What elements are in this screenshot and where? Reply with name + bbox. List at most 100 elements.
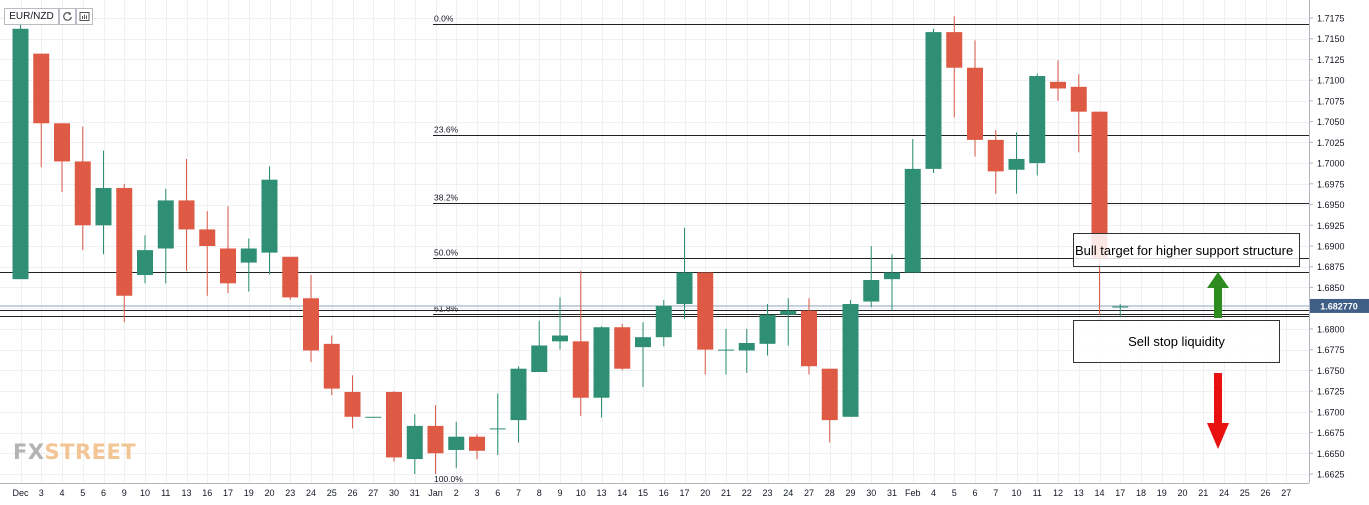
bull-target-text: Bull target for higher support structure bbox=[1075, 242, 1294, 258]
candle-body bbox=[884, 272, 900, 280]
price-tick-label: 1.6950 bbox=[1317, 200, 1345, 210]
candle-body bbox=[386, 391, 402, 458]
candle-body bbox=[489, 428, 506, 430]
time-tick-label: 6 bbox=[495, 488, 500, 498]
time-tick-label: Jan bbox=[428, 488, 443, 498]
arrow-up-shaft bbox=[1214, 287, 1222, 318]
candle-body bbox=[635, 337, 651, 348]
time-tick-label: 24 bbox=[783, 488, 793, 498]
candle-body bbox=[863, 279, 880, 302]
candle-body bbox=[593, 327, 610, 398]
candle-body bbox=[199, 229, 216, 246]
time-tick-label: 30 bbox=[389, 488, 399, 498]
time-tick-label: 19 bbox=[244, 488, 254, 498]
price-tick-label: 1.6900 bbox=[1317, 242, 1345, 252]
time-tick-label: 5 bbox=[952, 488, 957, 498]
fib-label: 38.2% bbox=[434, 193, 459, 203]
symbol-label[interactable]: EUR/NZD bbox=[4, 8, 59, 25]
refresh-icon bbox=[63, 12, 72, 21]
candle-body bbox=[572, 341, 589, 398]
time-tick-label: 4 bbox=[931, 488, 936, 498]
price-tick-label: 1.6675 bbox=[1317, 428, 1345, 438]
watermark-fx: FX bbox=[13, 440, 45, 464]
time-tick-label: 24 bbox=[1219, 488, 1229, 498]
time-tick-label: 27 bbox=[804, 488, 814, 498]
time-tick-label: 24 bbox=[306, 488, 316, 498]
candle-body bbox=[718, 349, 734, 351]
time-tick-label: 4 bbox=[59, 488, 64, 498]
time-tick-label: 16 bbox=[202, 488, 212, 498]
time-tick-label: 20 bbox=[700, 488, 710, 498]
candle-body bbox=[614, 327, 631, 369]
current-price-tag bbox=[1310, 298, 1369, 313]
time-tick-label: 14 bbox=[1094, 488, 1104, 498]
price-tick-label: 1.7125 bbox=[1317, 55, 1345, 65]
time-tick-label: 7 bbox=[516, 488, 521, 498]
fib-label: 23.6% bbox=[434, 125, 459, 135]
time-tick-label: 17 bbox=[679, 488, 689, 498]
fib-label: 0.0% bbox=[434, 14, 454, 24]
time-tick-label: 14 bbox=[617, 488, 627, 498]
time-tick-label: 3 bbox=[39, 488, 44, 498]
time-tick-label: 21 bbox=[721, 488, 731, 498]
time-tick-label: 15 bbox=[638, 488, 648, 498]
price-tick-label: 1.6625 bbox=[1317, 470, 1345, 480]
candle-body bbox=[240, 248, 257, 263]
candle-body bbox=[738, 343, 755, 351]
time-tick-label: 23 bbox=[762, 488, 772, 498]
time-tick-label: 6 bbox=[972, 488, 977, 498]
candle-body bbox=[427, 425, 444, 454]
candle-body bbox=[759, 314, 776, 344]
candle-body bbox=[987, 139, 1004, 172]
time-tick-label: 10 bbox=[576, 488, 586, 498]
time-tick-label: 26 bbox=[347, 488, 357, 498]
time-tick-label: 8 bbox=[537, 488, 542, 498]
candle-body bbox=[925, 32, 942, 169]
candle-body bbox=[946, 32, 963, 68]
chart-type-button[interactable] bbox=[76, 8, 93, 25]
candle-body bbox=[967, 67, 983, 140]
price-tick-label: 1.7025 bbox=[1317, 138, 1345, 148]
candle-body bbox=[261, 179, 278, 253]
candle-body bbox=[510, 368, 527, 421]
time-tick-label: 12 bbox=[1053, 488, 1063, 498]
refresh-button[interactable] bbox=[59, 8, 76, 25]
fib-label: 100.0% bbox=[434, 474, 463, 484]
time-tick-label: 28 bbox=[825, 488, 835, 498]
price-tick-label: 1.7050 bbox=[1317, 117, 1345, 127]
candle-body bbox=[1112, 306, 1129, 308]
candle-body bbox=[365, 416, 382, 418]
candle-body bbox=[54, 123, 70, 162]
candle-body bbox=[697, 272, 714, 350]
sell-stop-annotation: Sell stop liquidity bbox=[1073, 320, 1280, 363]
price-tick-label: 1.7175 bbox=[1317, 14, 1345, 24]
candle-body bbox=[282, 256, 299, 298]
time-tick-label: 3 bbox=[474, 488, 479, 498]
candle-body bbox=[801, 310, 817, 367]
time-tick-label: 10 bbox=[1011, 488, 1021, 498]
price-tick-label: 1.7150 bbox=[1317, 34, 1345, 44]
candle-body bbox=[1050, 81, 1066, 89]
time-tick-label: 25 bbox=[327, 488, 337, 498]
candle-body bbox=[821, 368, 838, 421]
price-tick-label: 1.6925 bbox=[1317, 221, 1345, 231]
time-tick-label: 30 bbox=[866, 488, 876, 498]
candle-body bbox=[1008, 158, 1025, 170]
fxstreet-watermark: FXSTREET bbox=[13, 440, 136, 464]
candle-body bbox=[842, 304, 859, 417]
time-tick-label: 19 bbox=[1157, 488, 1167, 498]
time-tick-label: 13 bbox=[181, 488, 191, 498]
candle-body bbox=[95, 187, 112, 226]
time-tick-label: 5 bbox=[80, 488, 85, 498]
price-tick-label: 1.6875 bbox=[1317, 262, 1345, 272]
current-price-label: 1.682770 bbox=[1320, 301, 1358, 311]
candle-body bbox=[1070, 86, 1087, 112]
price-tick-label: 1.6725 bbox=[1317, 387, 1345, 397]
arrow-down-head bbox=[1207, 423, 1229, 449]
time-tick-label: Feb bbox=[905, 488, 921, 498]
time-tick-label: 13 bbox=[1074, 488, 1084, 498]
candle-body bbox=[157, 200, 174, 249]
candle-body bbox=[220, 248, 236, 284]
time-tick-label: 9 bbox=[122, 488, 127, 498]
